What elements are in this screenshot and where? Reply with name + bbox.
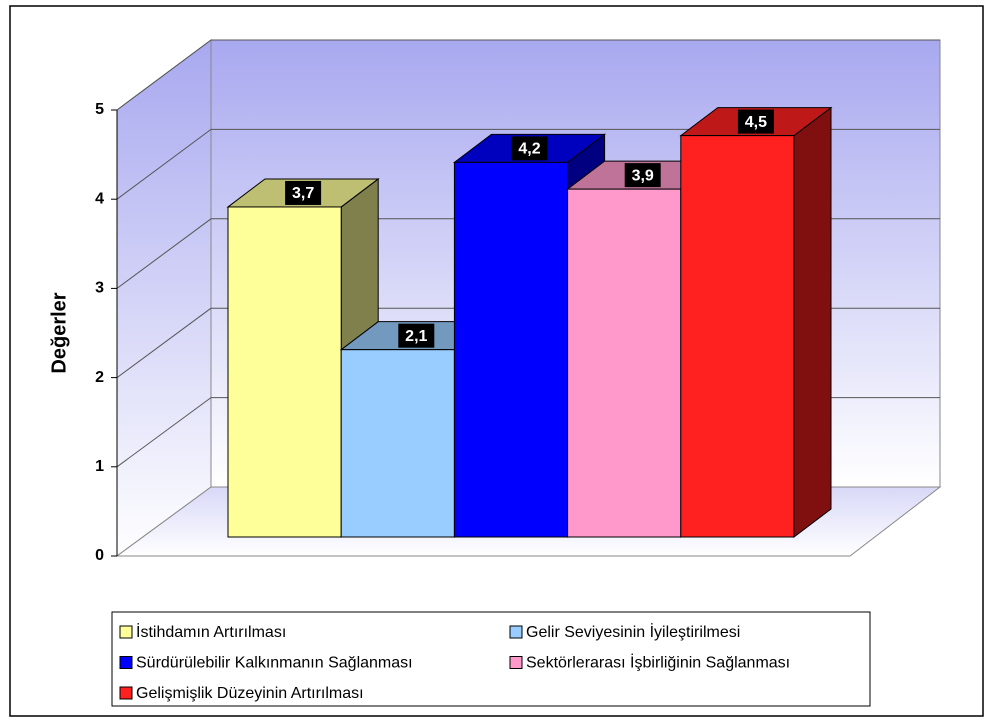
data-label-box xyxy=(285,180,322,205)
side-wall xyxy=(116,39,212,557)
grid-line xyxy=(116,397,212,468)
legend-swatch xyxy=(509,656,523,669)
y-tick-label: 2 xyxy=(95,369,104,386)
grid-line xyxy=(116,307,212,379)
data-label: 3,9 xyxy=(632,167,654,184)
data-label-box xyxy=(737,109,774,134)
legend-swatch xyxy=(119,686,133,700)
legend-label: İstihdamın Artırılması xyxy=(136,622,286,641)
legend-label: Gelişmişlik Düzeyinin Artırılması xyxy=(136,685,364,702)
bar xyxy=(227,206,342,538)
legend-swatch xyxy=(509,625,523,639)
grid-line xyxy=(116,39,212,111)
bar xyxy=(453,161,569,538)
y-tick-label: 5 xyxy=(95,101,104,118)
data-label: 4,2 xyxy=(518,141,540,158)
y-tick-label: 4 xyxy=(95,190,104,207)
y-tick-label: 3 xyxy=(95,280,104,297)
legend-label: Sektörlerarası İşbirliğinin Sağlanması xyxy=(526,653,790,672)
y-tick-label: 1 xyxy=(95,458,104,475)
data-label: 3,7 xyxy=(292,185,314,202)
legend-label: Gelir Seviyesinin İyileştirilmesi xyxy=(526,622,740,641)
legend-swatch xyxy=(119,656,133,669)
legend-swatch xyxy=(119,625,133,639)
legend-label: Sürdürülebilir Kalkınmanın Sağlanması xyxy=(136,655,413,672)
bar xyxy=(340,349,455,538)
legend xyxy=(111,611,871,707)
data-label: 4,5 xyxy=(745,114,767,131)
grid-line xyxy=(116,128,212,200)
data-label-box xyxy=(511,136,548,161)
data-label-box xyxy=(624,163,661,188)
data-label-box xyxy=(398,323,435,348)
bar-side xyxy=(793,106,832,539)
grid-line xyxy=(116,218,212,289)
y-tick-label: 0 xyxy=(95,547,104,564)
bar xyxy=(567,188,682,538)
bar xyxy=(680,135,795,538)
y-axis-title: Değerler xyxy=(48,292,70,373)
data-label: 2,1 xyxy=(405,328,427,345)
